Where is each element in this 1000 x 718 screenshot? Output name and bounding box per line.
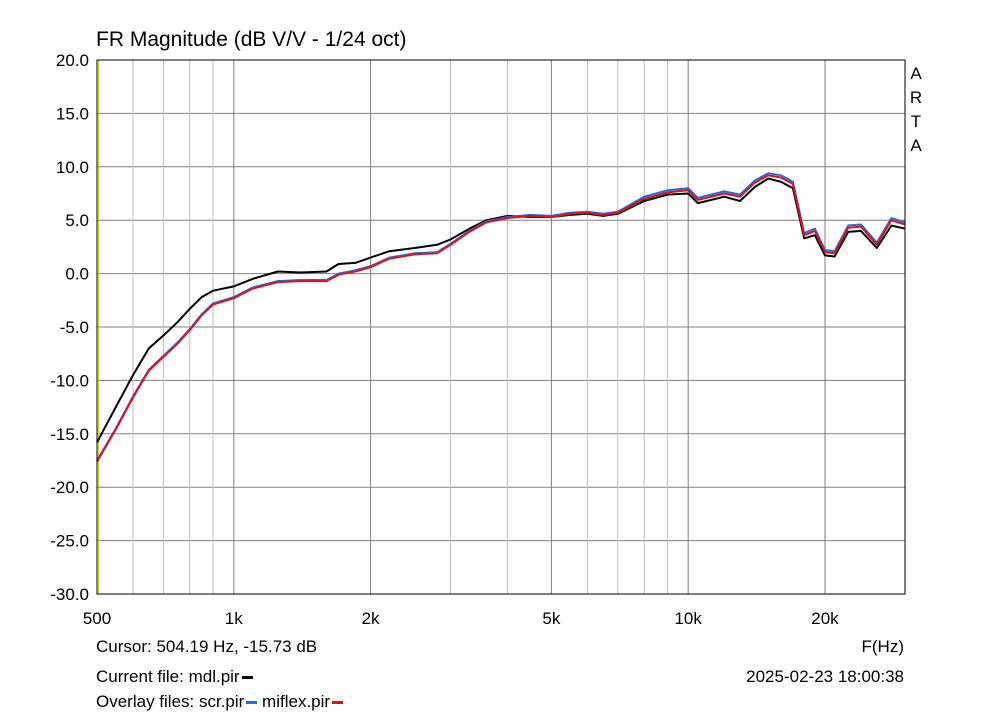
- mdl-color-swatch: [241, 676, 253, 680]
- current-file-label: Current file: mdl.pir: [96, 667, 240, 686]
- current-file: Current file: mdl.pir: [96, 667, 253, 687]
- cursor-readout: Cursor: 504.19 Hz, -15.73 dB: [96, 637, 318, 656]
- x-axis-unit-label: F(Hz): [861, 637, 904, 656]
- arta-brand: A R T A: [906, 62, 926, 158]
- y-tick-label-0: 20.0: [56, 51, 89, 70]
- x-tick-label-2: 2k: [362, 609, 380, 628]
- y-tick-label-6: -10.0: [50, 371, 89, 390]
- grid-lines: [96, 59, 905, 595]
- plot-frame: [96, 59, 906, 595]
- timestamp: 2025-02-23 18:00:38: [746, 667, 904, 686]
- y-tick-label-10: -30.0: [50, 585, 89, 604]
- y-tick-label-9: -25.0: [50, 532, 89, 551]
- scr-color-swatch: [246, 701, 258, 705]
- y-tick-label-4: 0.0: [65, 265, 89, 284]
- y-tick-labels: 20.0 15.0 10.0 5.0 0.0 -5.0 -10.0 -15.0 -20.0 -25…: [50, 51, 89, 604]
- series-lines: [96, 172, 906, 463]
- y-tick-label-1: 15.0: [56, 104, 89, 123]
- y-tick-label-8: -20.0: [50, 478, 89, 497]
- overlay-file-miflex: miflex.pir: [262, 692, 331, 711]
- y-tick-label-5: -5.0: [60, 318, 89, 337]
- overlay-files-label: Overlay files: scr.pir: [96, 692, 245, 711]
- x-tick-label-0: 500: [83, 609, 111, 628]
- x-tick-labels: 500 1k 2k 5k 10k 20k: [83, 609, 839, 628]
- y-tick-label-3: 5.0: [65, 211, 89, 230]
- arta-letter-a2: A: [910, 136, 922, 155]
- x-tick-label-4: 10k: [674, 609, 702, 628]
- chart-title: FR Magnitude (dB V/V - 1/24 oct): [96, 28, 407, 51]
- arta-letter-t: T: [910, 112, 922, 131]
- miflex-color-swatch: [332, 701, 344, 705]
- x-tick-label-1: 1k: [225, 609, 243, 628]
- x-tick-label-5: 20k: [811, 609, 839, 628]
- overlay-files: Overlay files: scr.pir miflex.pir: [96, 692, 344, 712]
- arta-letter-r: R: [909, 88, 923, 107]
- y-tick-label-2: 10.0: [56, 158, 89, 177]
- x-tick-label-3: 5k: [542, 609, 560, 628]
- series-line-miflex-pir: [96, 174, 906, 463]
- arta-letter-a1: A: [910, 64, 922, 83]
- y-tick-label-7: -15.0: [50, 425, 89, 444]
